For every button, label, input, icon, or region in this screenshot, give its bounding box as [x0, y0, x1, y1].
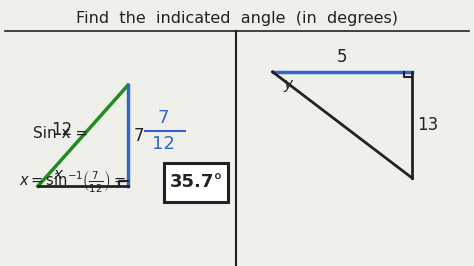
Text: 35.7°: 35.7° — [170, 173, 223, 191]
Text: $x = \sin^{-1}\!\left(\frac{7}{12}\right) =$: $x = \sin^{-1}\!\left(\frac{7}{12}\right… — [19, 169, 126, 195]
Text: 12: 12 — [152, 135, 175, 153]
Text: Sin x =: Sin x = — [33, 126, 93, 140]
Text: y: y — [284, 77, 292, 92]
Text: 13: 13 — [417, 116, 438, 134]
Text: x: x — [54, 167, 62, 182]
FancyBboxPatch shape — [164, 163, 228, 202]
Text: 7: 7 — [134, 127, 144, 145]
Text: Find  the  indicated  angle  (in  degrees): Find the indicated angle (in degrees) — [76, 11, 398, 26]
Text: 7: 7 — [158, 109, 169, 127]
Text: 5: 5 — [337, 48, 348, 66]
Text: 12: 12 — [51, 121, 72, 139]
